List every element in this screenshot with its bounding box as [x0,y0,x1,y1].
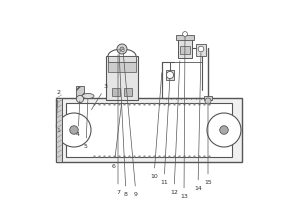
Bar [108,56,136,62]
Bar [166,70,174,80]
Circle shape [57,113,91,147]
Text: 3: 3 [92,84,108,110]
Circle shape [117,44,127,54]
Text: 15: 15 [204,103,212,184]
Bar [66,103,232,157]
Bar [76,86,84,98]
Bar [176,35,194,40]
Circle shape [122,49,124,52]
Bar [180,46,190,54]
Text: 9: 9 [123,53,138,196]
Text: 6: 6 [112,103,122,168]
Text: 8: 8 [119,54,128,196]
Bar [106,56,138,100]
Text: 14: 14 [194,53,202,190]
Text: 12: 12 [170,61,180,194]
Bar [124,88,132,96]
Bar [196,44,206,56]
Text: 4: 4 [76,101,80,136]
Circle shape [205,98,211,104]
Bar [56,98,242,162]
Circle shape [183,32,188,36]
Text: 1: 1 [56,128,60,132]
Bar [178,38,192,58]
Ellipse shape [82,94,94,98]
Text: 13: 13 [180,37,188,198]
Circle shape [207,113,241,147]
Text: 11: 11 [160,79,170,184]
Circle shape [70,126,78,134]
Circle shape [76,95,84,103]
Circle shape [118,50,120,52]
Text: 5: 5 [84,99,88,148]
Bar [108,60,136,72]
Circle shape [198,46,204,52]
Circle shape [220,126,228,134]
Circle shape [120,47,124,51]
Text: 7: 7 [116,55,120,194]
Circle shape [167,71,174,79]
Bar [204,96,212,100]
Text: 10: 10 [150,73,162,178]
Bar [56,98,62,162]
Text: 2: 2 [56,90,60,127]
Bar [112,88,120,96]
